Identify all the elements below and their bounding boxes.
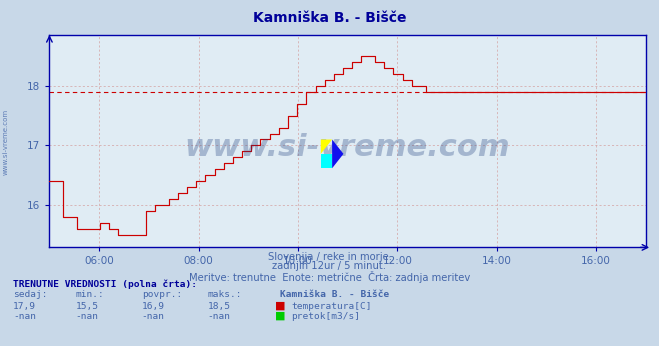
Text: ■: ■: [275, 301, 286, 311]
Text: zadnjih 12ur / 5 minut.: zadnjih 12ur / 5 minut.: [273, 261, 386, 271]
Text: Kamniška B. - Bišče: Kamniška B. - Bišče: [280, 290, 389, 299]
Polygon shape: [332, 139, 343, 168]
Text: 16,9: 16,9: [142, 302, 165, 311]
Text: temperatura[C]: temperatura[C]: [291, 302, 372, 311]
Text: TRENUTNE VREDNOSTI (polna črta):: TRENUTNE VREDNOSTI (polna črta):: [13, 280, 197, 289]
Text: -nan: -nan: [142, 312, 165, 321]
Text: ■: ■: [275, 311, 286, 321]
Text: Kamniška B. - Bišče: Kamniška B. - Bišče: [253, 11, 406, 25]
Text: -nan: -nan: [76, 312, 99, 321]
Text: 18,5: 18,5: [208, 302, 231, 311]
Text: www.si-vreme.com: www.si-vreme.com: [2, 109, 9, 175]
Text: povpr.:: povpr.:: [142, 290, 182, 299]
Text: min.:: min.:: [76, 290, 105, 299]
Polygon shape: [321, 154, 332, 168]
Text: Slovenija / reke in morje.: Slovenija / reke in morje.: [268, 252, 391, 262]
Text: pretok[m3/s]: pretok[m3/s]: [291, 312, 360, 321]
Text: Meritve: trenutne  Enote: metrične  Črta: zadnja meritev: Meritve: trenutne Enote: metrične Črta: …: [189, 271, 470, 283]
Text: -nan: -nan: [13, 312, 36, 321]
Text: 17,9: 17,9: [13, 302, 36, 311]
Text: sedaj:: sedaj:: [13, 290, 47, 299]
Text: maks.:: maks.:: [208, 290, 242, 299]
Text: 15,5: 15,5: [76, 302, 99, 311]
Text: www.si-vreme.com: www.si-vreme.com: [185, 133, 511, 162]
Polygon shape: [321, 139, 332, 154]
Text: -nan: -nan: [208, 312, 231, 321]
